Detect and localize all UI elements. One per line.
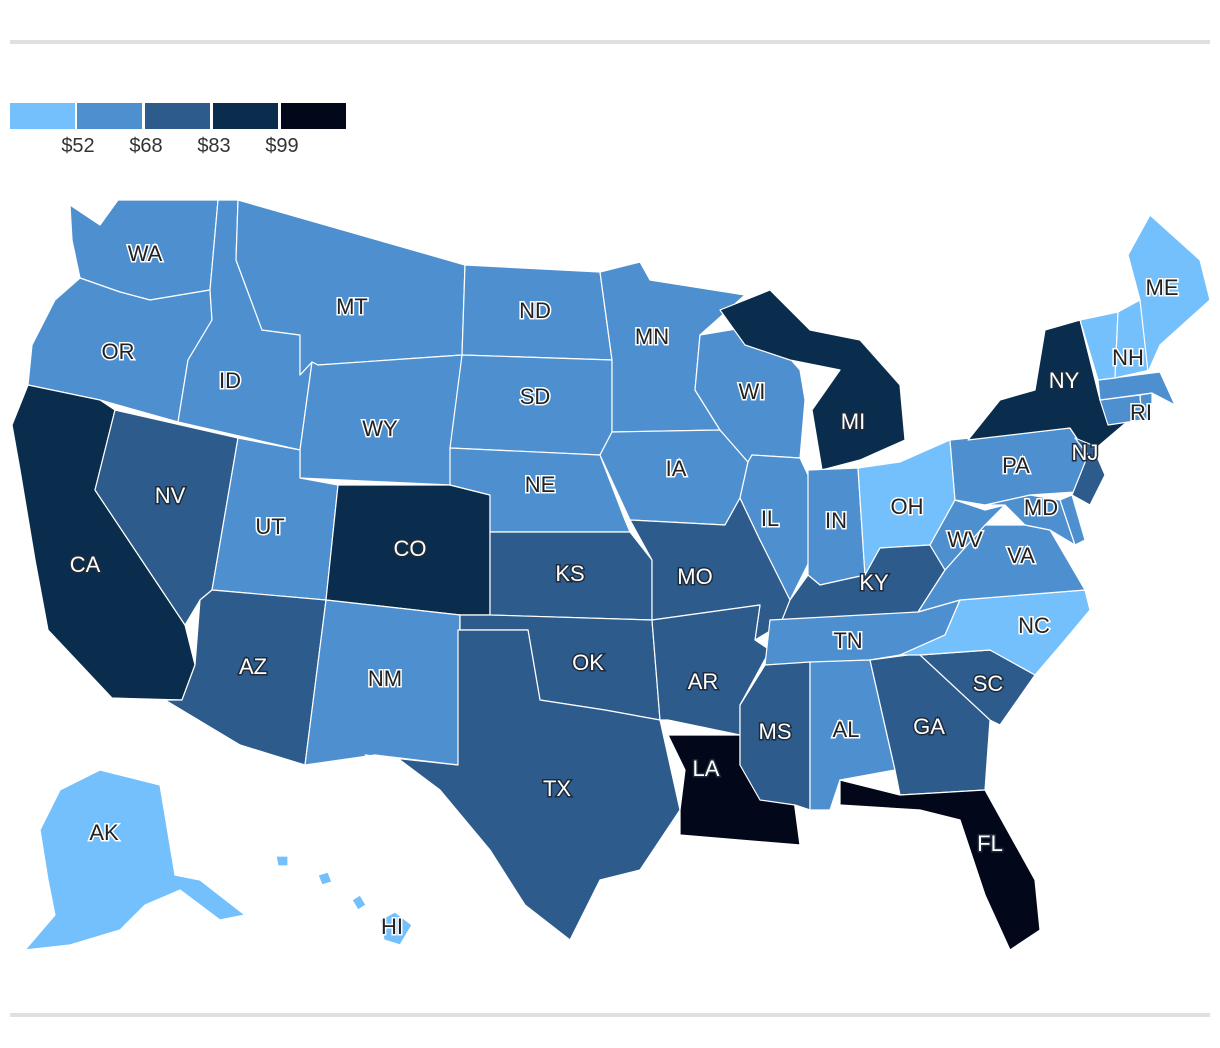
state-ma xyxy=(1097,371,1176,406)
state-label-me: ME xyxy=(1146,275,1179,300)
state-label-al: AL xyxy=(833,717,860,742)
state-label-ny: NY xyxy=(1049,368,1080,393)
legend-swatch-3 xyxy=(145,103,210,129)
state-label-wy: WY xyxy=(362,416,398,441)
state-label-wa: WA xyxy=(128,241,163,266)
state-label-ky: KY xyxy=(859,570,889,595)
state-label-sd: SD xyxy=(520,384,551,409)
state-label-nd: ND xyxy=(519,298,551,323)
state-label-va: VA xyxy=(1007,543,1035,568)
state-label-in: IN xyxy=(825,508,847,533)
state-label-wv: WV xyxy=(947,527,983,552)
state-label-wi: WI xyxy=(739,379,766,404)
state-nc xyxy=(899,589,1091,676)
state-tx xyxy=(364,629,681,941)
state-label-nv: NV xyxy=(155,483,186,508)
state-md xyxy=(984,494,1076,546)
state-label-ok: OK xyxy=(572,650,604,675)
state-hi xyxy=(379,911,413,946)
state-label-la: LA xyxy=(693,756,720,781)
state-label-ri: RI xyxy=(1130,400,1152,425)
state-fl xyxy=(839,779,1041,951)
state-label-co: CO xyxy=(394,536,427,561)
legend-swatch-4 xyxy=(213,103,278,129)
state-label-nc: NC xyxy=(1018,613,1050,638)
state-label-id: ID xyxy=(219,368,241,393)
state-label-nj: NJ xyxy=(1072,440,1099,465)
state-label-mt: MT xyxy=(336,294,368,319)
state-label-ak: AK xyxy=(89,820,119,845)
state-label-ms: MS xyxy=(759,719,792,744)
state-label-ca: CA xyxy=(70,552,101,577)
state-label-or: OR xyxy=(102,339,135,364)
state-nh xyxy=(1114,299,1151,379)
legend-tick-4: $99 xyxy=(265,135,299,157)
state-label-mn: MN xyxy=(635,324,669,349)
state-label-sc: SC xyxy=(973,671,1004,696)
bottom-divider xyxy=(10,1013,1210,1017)
state-hi xyxy=(275,855,289,867)
state-mi xyxy=(719,289,906,471)
state-label-mi: MI xyxy=(841,409,865,434)
top-divider xyxy=(10,40,1210,44)
state-label-nm: NM xyxy=(368,666,402,691)
state-label-oh: OH xyxy=(891,494,924,519)
state-label-nh: NH xyxy=(1112,345,1144,370)
state-me xyxy=(1127,214,1211,373)
state-label-md: MD xyxy=(1024,495,1058,520)
legend-swatch-5 xyxy=(281,103,346,129)
state-ak xyxy=(24,769,246,951)
legend-swatch-2 xyxy=(77,103,142,129)
state-hi xyxy=(351,894,367,911)
legend-tick-1: $52 xyxy=(61,135,95,157)
legend-tick-3: $83 xyxy=(197,135,231,157)
state-label-mo: MO xyxy=(677,564,712,589)
state-label-ks: KS xyxy=(555,561,584,586)
state-label-ar: AR xyxy=(688,669,719,694)
state-label-tn: TN xyxy=(833,628,862,653)
legend-tick-2: $68 xyxy=(129,135,163,157)
state-label-ne: NE xyxy=(525,472,556,497)
state-label-ga: GA xyxy=(913,714,945,739)
state-label-il: IL xyxy=(761,506,779,531)
state-label-az: AZ xyxy=(239,654,267,679)
state-label-fl: FL xyxy=(977,831,1003,856)
state-label-ut: UT xyxy=(255,514,284,539)
state-label-pa: PA xyxy=(1002,453,1030,478)
state-nj xyxy=(1071,437,1106,506)
state-label-tx: TX xyxy=(543,776,571,801)
state-de xyxy=(1059,494,1086,546)
color-legend: $52 $68 $83 $99 xyxy=(10,103,350,163)
state-label-ia: IA xyxy=(666,456,687,481)
legend-swatch-1 xyxy=(10,103,75,129)
state-hi xyxy=(317,871,333,886)
state-label-hi: HI xyxy=(381,914,403,939)
